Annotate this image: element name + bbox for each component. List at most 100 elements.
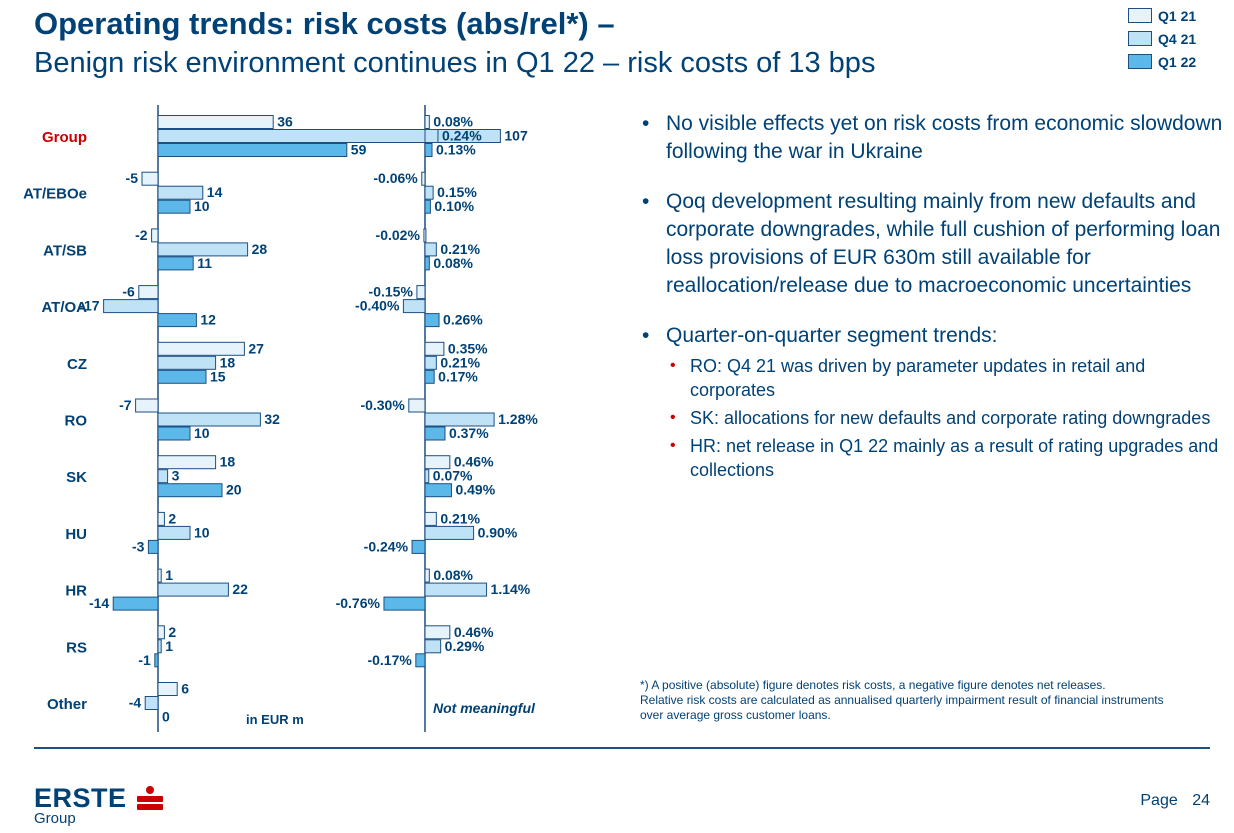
abs-data-label: -2 xyxy=(135,227,148,243)
legend-label-q1-22: Q1 22 xyxy=(1158,53,1197,70)
abs-bar xyxy=(151,228,159,243)
abs-data-label: -14 xyxy=(89,595,109,611)
bullet-item: Qoq development resulting mainly from ne… xyxy=(640,188,1230,300)
rel-data-label: 0.35% xyxy=(448,340,488,356)
rel-bar xyxy=(424,483,452,498)
bullet-text: Quarter-on-quarter segment trends: xyxy=(666,324,998,347)
rel-data-label: 0.24% xyxy=(442,128,482,144)
abs-bar xyxy=(157,341,245,356)
sub-bullet-item: SK: allocations for new defaults and cor… xyxy=(666,406,1230,430)
rel-data-label: 0.15% xyxy=(437,184,477,200)
rel-data-label: 0.17% xyxy=(438,368,478,384)
abs-data-label: 107 xyxy=(504,128,528,144)
rel-data-label: 0.08% xyxy=(433,567,473,583)
rel-unit-label: Not meaningful xyxy=(433,700,536,716)
abs-data-label: -6 xyxy=(122,284,135,300)
legend-label-q1-21: Q1 21 xyxy=(1158,7,1197,24)
page-number-value: 24 xyxy=(1192,792,1210,809)
rel-data-label: 0.49% xyxy=(455,482,495,498)
category-label: AT/OA xyxy=(41,299,87,316)
rel-bar xyxy=(424,199,431,214)
category-label: AT/EBOe xyxy=(23,186,87,203)
abs-bar xyxy=(147,539,159,554)
abs-bar xyxy=(157,568,162,583)
rel-bar xyxy=(424,625,451,640)
abs-data-label: -4 xyxy=(129,695,142,711)
abs-data-label: 36 xyxy=(277,114,293,130)
abs-data-label: -1 xyxy=(138,652,151,668)
abs-data-label: 3 xyxy=(172,468,180,484)
page-subtitle: Benign risk environment continues in Q1 … xyxy=(34,47,876,79)
abs-bar xyxy=(157,185,204,200)
legend-label-q4-21: Q4 21 xyxy=(1158,30,1197,47)
rel-data-label: 0.37% xyxy=(449,425,489,441)
abs-data-label: 22 xyxy=(232,581,248,597)
sub-bullet-item: HR: net release in Q1 22 mainly as a res… xyxy=(666,434,1230,482)
sub-bullet-list: RO: Q4 21 was driven by parameter update… xyxy=(666,354,1230,482)
abs-data-label: 10 xyxy=(194,524,210,540)
abs-bar xyxy=(157,242,249,257)
company-logo: ERSTE Group xyxy=(34,783,165,827)
abs-data-label: -3 xyxy=(132,538,145,554)
rel-bar xyxy=(411,539,426,554)
abs-data-label: 18 xyxy=(220,354,236,370)
bullet-item: No visible effects yet on risk costs fro… xyxy=(640,110,1230,166)
rel-data-label: -0.76% xyxy=(336,595,381,611)
category-label: SK xyxy=(66,469,87,486)
abs-bar xyxy=(157,256,194,271)
footnote-line: Relative risk costs are calculated as an… xyxy=(640,693,1164,722)
abs-bar xyxy=(141,171,159,186)
abs-data-label: -17 xyxy=(79,298,99,314)
erste-s-icon xyxy=(136,785,163,810)
page-number: Page 24 xyxy=(1140,792,1210,810)
rel-data-label: 0.29% xyxy=(445,638,485,654)
rel-bar xyxy=(424,115,430,129)
category-label: AT/SB xyxy=(43,242,87,259)
abs-data-label: 11 xyxy=(197,255,212,271)
rel-bar xyxy=(424,369,435,384)
rel-bar xyxy=(424,313,440,328)
category-label: Group xyxy=(42,129,87,146)
rel-data-label: 0.08% xyxy=(433,114,473,130)
page-label: Page xyxy=(1140,792,1178,809)
rel-data-label: 0.21% xyxy=(440,354,480,370)
abs-bar xyxy=(157,511,165,526)
rel-bar xyxy=(383,596,426,611)
abs-data-label: 28 xyxy=(252,241,268,257)
abs-bar xyxy=(157,525,191,540)
abs-data-label: 1 xyxy=(165,567,173,583)
rel-bar xyxy=(424,639,442,654)
rel-data-label: 0.08% xyxy=(433,255,473,271)
abs-data-label: 2 xyxy=(168,510,176,526)
rel-data-label: 1.28% xyxy=(498,411,538,427)
abs-bar xyxy=(157,369,207,384)
rel-bar xyxy=(424,341,445,356)
rel-bar xyxy=(421,171,426,186)
rel-data-label: 0.07% xyxy=(433,468,473,484)
rel-data-label: 0.90% xyxy=(478,524,518,540)
abs-data-label: 32 xyxy=(264,411,280,427)
legend-swatch-q1-21 xyxy=(1128,8,1152,23)
legend-item-q1-22: Q1 22 xyxy=(1128,50,1196,73)
rel-bar xyxy=(424,412,495,427)
abs-data-label: 20 xyxy=(226,482,242,498)
rel-data-label: -0.30% xyxy=(360,397,405,413)
category-label: HU xyxy=(65,526,87,543)
abs-bar xyxy=(157,129,501,143)
rel-data-label: 0.46% xyxy=(454,624,494,640)
legend-swatch-q4-21 xyxy=(1128,31,1152,46)
rel-data-label: 0.46% xyxy=(454,454,494,470)
rel-data-label: -0.17% xyxy=(367,652,412,668)
chart-legend: Q1 21 Q4 21 Q1 22 xyxy=(1128,4,1196,73)
rel-bar xyxy=(408,398,426,413)
rel-bar xyxy=(402,299,426,314)
category-label: Other xyxy=(47,696,87,713)
rel-bar xyxy=(424,582,488,597)
abs-bar xyxy=(157,412,261,427)
abs-data-label: 14 xyxy=(207,184,223,200)
rel-bar xyxy=(424,511,437,526)
rel-bar xyxy=(424,242,437,257)
rel-bar xyxy=(424,455,451,470)
abs-bar xyxy=(157,483,223,498)
rel-bar xyxy=(424,469,430,484)
